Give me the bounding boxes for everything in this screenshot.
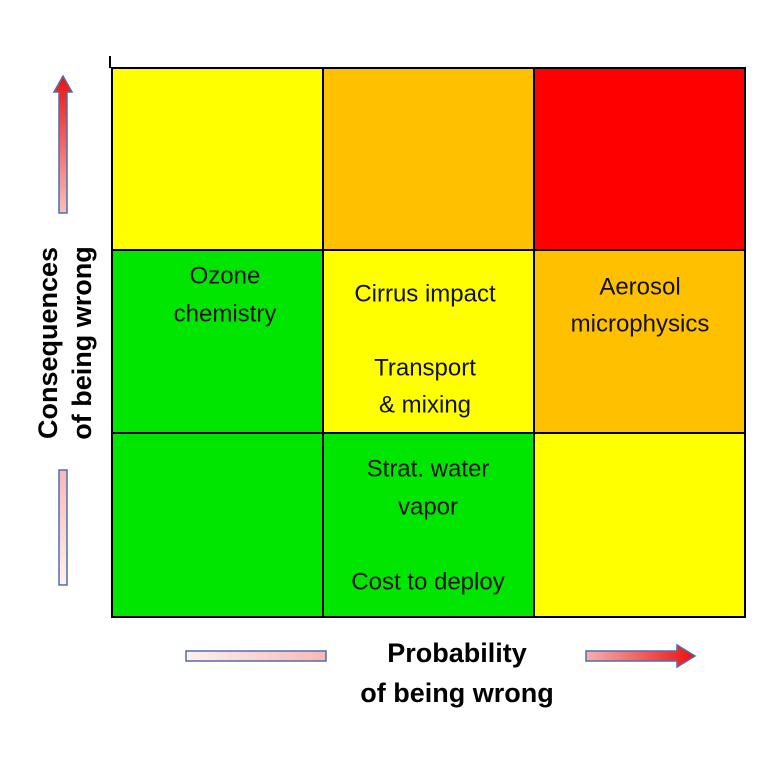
y-arrow-upper xyxy=(52,74,74,214)
cell-label: chemistry xyxy=(174,300,277,327)
x-arrow-right xyxy=(585,643,697,669)
x-arrow-left xyxy=(185,650,327,662)
matrix-cell xyxy=(322,249,535,434)
matrix-cell xyxy=(533,432,746,618)
matrix-cell xyxy=(111,67,324,251)
cell-label: Strat. water xyxy=(367,455,490,482)
matrix-cell xyxy=(533,249,746,434)
y-axis-label: Consequences xyxy=(33,247,63,439)
matrix-cell xyxy=(533,67,746,251)
cell-label: microphysics xyxy=(571,310,710,337)
matrix-cell xyxy=(111,249,324,434)
cell-label: Cost to deploy xyxy=(351,568,504,595)
cell-label: Cirrus impact xyxy=(354,280,496,307)
cell-label: Transport xyxy=(374,354,476,381)
matrix-cell xyxy=(322,432,535,618)
cell-label: Ozone xyxy=(190,262,261,289)
cell-label: Aerosol xyxy=(599,273,680,300)
x-axis-label: Probability xyxy=(387,638,527,668)
matrix-cell xyxy=(322,67,535,251)
y-arrow-lower xyxy=(58,469,68,586)
x-axis-label: of being wrong xyxy=(360,678,553,708)
cell-label: & mixing xyxy=(379,391,471,418)
matrix-cell xyxy=(111,432,324,618)
cell-label: vapor xyxy=(398,493,458,520)
matrix-grid: Ozone chemistry Cirrus impact Transport & mi… xyxy=(111,67,746,618)
y-axis-label: of being wrong xyxy=(67,246,97,439)
grid-border xyxy=(111,67,746,618)
